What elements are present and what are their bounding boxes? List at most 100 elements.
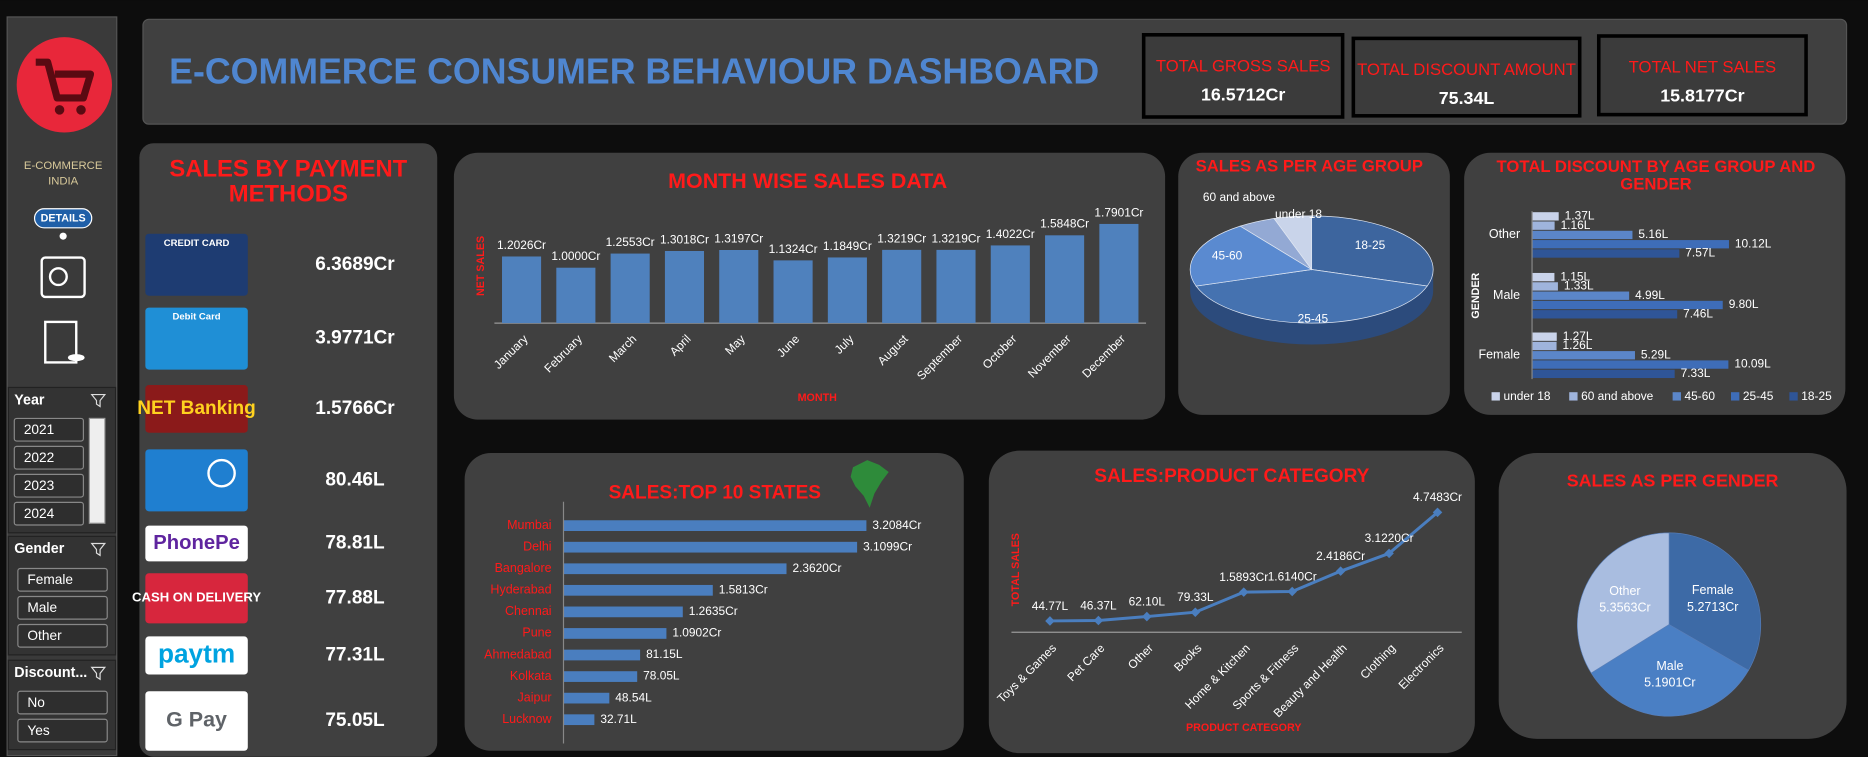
slicer-item[interactable]: No [27, 695, 45, 710]
data-label: 7.57L [1685, 246, 1715, 260]
y-tick-label: Male [1493, 288, 1520, 302]
marker [1142, 611, 1152, 622]
slicer-item[interactable]: Other [27, 628, 62, 643]
kpi-card [1141, 33, 1345, 119]
india-map-icon [850, 460, 889, 508]
data-label: 1.33L [1564, 279, 1594, 293]
data-label: 79.33L [1177, 590, 1214, 604]
y-tick-label: Lucknow [502, 712, 552, 726]
data-label: 5.16L [1638, 227, 1668, 241]
bar [502, 256, 542, 324]
legend-swatch [1730, 392, 1740, 401]
data-label: 2.4186Cr [1316, 549, 1365, 563]
data-label: 1.5848Cr [1040, 217, 1089, 231]
slicer-button[interactable] [17, 567, 108, 592]
data-label: 7.33L [1681, 366, 1711, 380]
legend-label: 18-25 [1801, 389, 1832, 403]
y-tick-label: Female [1478, 348, 1520, 362]
web-icon[interactable] [40, 256, 86, 299]
details-label[interactable]: DETAILS [41, 213, 86, 225]
slicer-item[interactable]: 2023 [24, 478, 55, 493]
payment-logo [145, 385, 248, 433]
payment-logo [145, 233, 248, 296]
bar [563, 541, 858, 553]
panel-title-box: SALES BY PAYMENT METHODS [169, 158, 407, 207]
cart-wheel [76, 105, 86, 115]
payment-logo [145, 307, 248, 370]
slicer-item[interactable]: 2022 [24, 450, 54, 465]
payment-logo-text: paytm [158, 638, 235, 668]
pie-value: 5.2713Cr [1687, 600, 1738, 614]
data-label: 1.7901Cr [1094, 205, 1143, 219]
details-button[interactable] [33, 208, 93, 229]
marker [1093, 615, 1104, 626]
payment-logo-text: G Pay [166, 708, 227, 732]
bar [719, 249, 759, 324]
bar [1532, 369, 1675, 379]
pie-label: Other [1609, 584, 1640, 598]
bar [1099, 223, 1139, 324]
pie-slice [1668, 532, 1762, 671]
slicer-item[interactable]: Yes [27, 723, 49, 738]
data-label: 1.1849Cr [823, 239, 872, 253]
slicer-button[interactable] [17, 690, 108, 715]
bar [1532, 351, 1635, 360]
pie-value: 5.3563Cr [1599, 601, 1650, 615]
bar [1532, 282, 1558, 291]
data-label: 1.3219Cr [877, 231, 926, 245]
legend-swatch [1789, 392, 1798, 401]
slicer-button[interactable] [13, 417, 84, 442]
slicer-button[interactable] [13, 445, 84, 470]
bar [563, 563, 787, 575]
data-label: 44.77L [1032, 599, 1069, 613]
slicer-button[interactable] [17, 623, 108, 648]
payment-value: 3.9771Cr [315, 328, 395, 349]
slicer-button[interactable] [13, 473, 84, 498]
marker [1238, 587, 1249, 597]
slicer-button[interactable] [17, 595, 108, 620]
slicer-button[interactable] [13, 501, 84, 526]
kpi-value: 15.8177Cr [1660, 85, 1744, 105]
data-label: 62.10L [1129, 594, 1166, 608]
slicer-scrollbar[interactable] [88, 417, 106, 524]
slicer-title: Year [14, 392, 45, 408]
payment-value: 77.88L [325, 587, 385, 608]
payment-logo [145, 525, 248, 562]
data-label: 4.99L [1635, 288, 1665, 302]
chart-title: SALES AS PER AGE GROUP [1196, 156, 1423, 175]
payment-value: 6.3689Cr [315, 254, 395, 275]
clear-filter-icon[interactable] [90, 542, 107, 557]
x-axis-label: PRODUCT CATEGORY [1186, 722, 1302, 734]
bar [1532, 230, 1633, 240]
brand-line: INDIA [48, 175, 79, 187]
pie-slice [1189, 225, 1313, 287]
bar [990, 245, 1030, 324]
bar [1532, 300, 1723, 310]
data-label: 3.1220Cr [1365, 531, 1414, 545]
clear-filter-icon[interactable] [90, 666, 107, 681]
data-label: 1.37L [1565, 209, 1595, 223]
payment-logo-text: NET Banking [137, 398, 256, 419]
report-icon[interactable] [44, 320, 78, 364]
legend-swatch [1672, 392, 1681, 401]
cart-icon [35, 58, 95, 102]
legend-label: 25-45 [1743, 389, 1774, 403]
pie-label: Male [1656, 659, 1683, 673]
slicer-button[interactable] [17, 718, 108, 743]
bar [1532, 332, 1557, 341]
clear-filter-icon[interactable] [90, 393, 107, 408]
bar [773, 260, 813, 324]
legend-swatch [1491, 392, 1500, 401]
data-label: 1.26L [1563, 338, 1593, 352]
y-axis-label: NET SALES [475, 236, 487, 296]
data-label: 32.71L [600, 712, 637, 726]
slicer-item[interactable]: Male [27, 600, 57, 615]
pie-label: 25-45 [1298, 312, 1329, 326]
pie-slice [1311, 215, 1434, 287]
payment-logo [145, 691, 248, 751]
y-axis-label: TOTAL SALES [1010, 533, 1022, 606]
slicer-item[interactable]: Female [27, 572, 73, 587]
slicer-item[interactable]: 2024 [24, 506, 55, 521]
slicer-item[interactable]: 2021 [24, 422, 54, 437]
